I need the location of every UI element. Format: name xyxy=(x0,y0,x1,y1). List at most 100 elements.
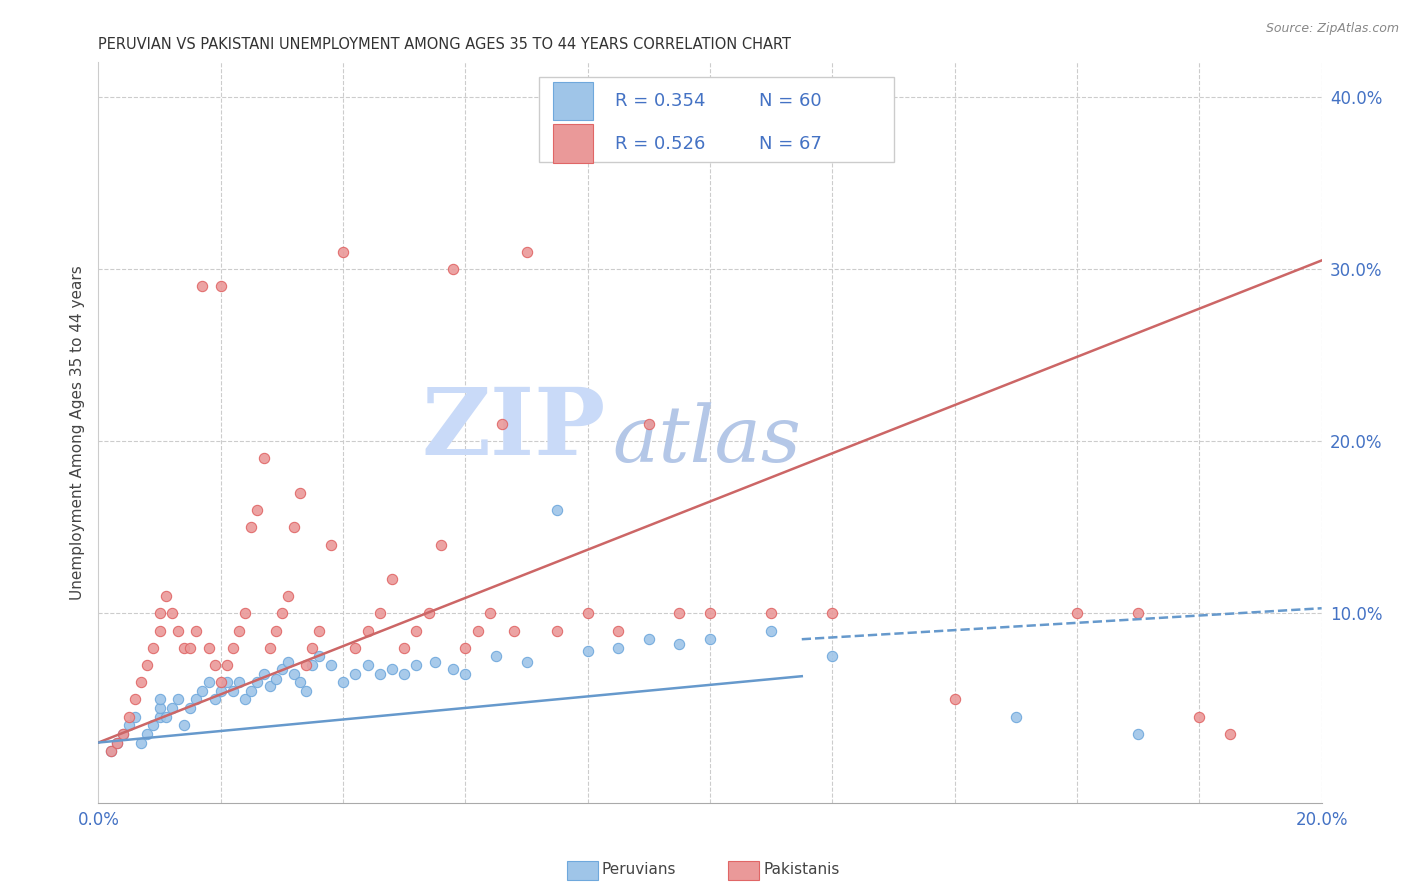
Point xyxy=(943,692,966,706)
Point xyxy=(124,709,146,723)
Point xyxy=(491,417,513,431)
Point xyxy=(100,744,122,758)
Point xyxy=(186,692,208,706)
Point xyxy=(179,640,201,655)
Point xyxy=(111,727,134,741)
Point xyxy=(197,640,219,655)
Point xyxy=(277,589,299,603)
Text: R = 0.526: R = 0.526 xyxy=(614,135,704,153)
Point xyxy=(1128,727,1150,741)
Text: PERUVIAN VS PAKISTANI UNEMPLOYMENT AMONG AGES 35 TO 44 YEARS CORRELATION CHART: PERUVIAN VS PAKISTANI UNEMPLOYMENT AMONG… xyxy=(98,37,792,52)
Point xyxy=(290,675,312,690)
Point xyxy=(478,607,501,621)
Point xyxy=(240,520,263,534)
Point xyxy=(215,675,238,690)
Point xyxy=(209,675,232,690)
Point xyxy=(233,607,256,621)
Point xyxy=(308,624,330,638)
Point xyxy=(118,718,141,732)
Text: atlas: atlas xyxy=(612,402,801,478)
Point xyxy=(308,649,330,664)
Point xyxy=(295,658,318,673)
Point xyxy=(637,632,661,647)
Point xyxy=(124,692,146,706)
Point xyxy=(129,735,152,749)
Point xyxy=(233,692,256,706)
Point xyxy=(209,279,232,293)
Point xyxy=(149,624,172,638)
FancyBboxPatch shape xyxy=(538,78,893,162)
Point xyxy=(270,661,292,675)
Point xyxy=(699,632,721,647)
Point xyxy=(516,655,538,669)
Point xyxy=(167,692,190,706)
Point xyxy=(259,679,281,693)
Point xyxy=(668,637,690,651)
Bar xyxy=(554,82,592,120)
Point xyxy=(252,666,274,681)
Point xyxy=(759,607,782,621)
Point xyxy=(344,666,367,681)
Text: Source: ZipAtlas.com: Source: ZipAtlas.com xyxy=(1265,22,1399,36)
Point xyxy=(264,672,287,686)
Point xyxy=(290,486,312,500)
Point xyxy=(516,244,538,259)
Text: N = 60: N = 60 xyxy=(759,92,821,110)
Point xyxy=(246,503,269,517)
Point xyxy=(160,701,183,715)
Point xyxy=(295,684,318,698)
Point xyxy=(546,503,568,517)
Point xyxy=(149,692,172,706)
Point xyxy=(283,666,305,681)
Point xyxy=(240,684,263,698)
Point xyxy=(392,640,416,655)
Point xyxy=(576,607,599,621)
Point xyxy=(283,520,305,534)
Point xyxy=(368,666,391,681)
Point xyxy=(699,607,721,621)
Point xyxy=(129,675,152,690)
Point xyxy=(1128,607,1150,621)
Point xyxy=(160,607,183,621)
Point xyxy=(485,649,508,664)
Point xyxy=(173,640,195,655)
Point xyxy=(173,718,195,732)
Point xyxy=(155,589,177,603)
Point xyxy=(381,661,404,675)
Point xyxy=(356,624,378,638)
Point xyxy=(821,607,844,621)
Point xyxy=(149,709,172,723)
Point xyxy=(264,624,287,638)
Point xyxy=(423,655,446,669)
Point xyxy=(142,640,165,655)
Point xyxy=(319,658,342,673)
Point xyxy=(1219,727,1241,741)
Point xyxy=(1066,607,1088,621)
Point xyxy=(155,709,177,723)
Point xyxy=(191,684,214,698)
Point xyxy=(228,675,250,690)
Y-axis label: Unemployment Among Ages 35 to 44 years: Unemployment Among Ages 35 to 44 years xyxy=(69,265,84,600)
Point xyxy=(607,640,630,655)
Point xyxy=(821,649,844,664)
Point xyxy=(149,607,172,621)
Text: Pakistanis: Pakistanis xyxy=(763,863,839,877)
Point xyxy=(759,624,782,638)
Point xyxy=(356,658,378,673)
Point xyxy=(344,640,367,655)
Point xyxy=(368,607,391,621)
Point xyxy=(118,709,141,723)
Point xyxy=(277,655,299,669)
Point xyxy=(668,607,690,621)
Point xyxy=(209,684,232,698)
Text: Peruvians: Peruvians xyxy=(602,863,676,877)
Point xyxy=(637,417,661,431)
Point xyxy=(136,658,159,673)
Point xyxy=(332,675,354,690)
Point xyxy=(467,624,489,638)
Point xyxy=(259,640,281,655)
Point xyxy=(111,727,134,741)
Point xyxy=(215,658,238,673)
Point xyxy=(105,735,128,749)
Point xyxy=(1004,709,1026,723)
